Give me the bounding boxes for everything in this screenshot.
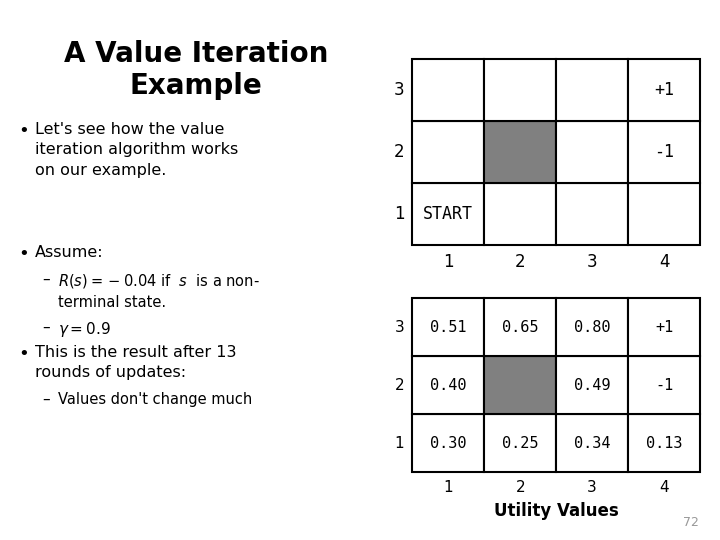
Text: 0.34: 0.34: [574, 435, 611, 450]
Text: Example: Example: [130, 72, 263, 100]
Text: 3: 3: [587, 253, 598, 271]
Bar: [628, 356, 700, 414]
Text: Values don't change much: Values don't change much: [58, 392, 253, 407]
Text: START: START: [423, 205, 473, 223]
Bar: [557, 59, 628, 121]
Text: +1: +1: [655, 320, 673, 334]
Text: •: •: [18, 345, 29, 363]
Text: $R(s) = -0.04$ if  $s$  is a non-
terminal state.: $R(s) = -0.04$ if $s$ is a non- terminal…: [58, 272, 260, 310]
Text: –: –: [42, 272, 50, 287]
Text: Utility Values: Utility Values: [494, 502, 618, 520]
Bar: [413, 121, 485, 183]
Bar: [557, 298, 628, 356]
Text: 0.40: 0.40: [430, 377, 467, 393]
Bar: [413, 59, 485, 121]
Text: 2: 2: [515, 253, 526, 271]
Bar: [628, 414, 700, 472]
Text: •: •: [18, 245, 29, 263]
Text: 2: 2: [516, 480, 525, 495]
Bar: [485, 183, 557, 245]
Bar: [628, 183, 700, 245]
Text: •: •: [18, 122, 29, 140]
Text: 3: 3: [395, 320, 405, 334]
Bar: [485, 298, 557, 356]
Text: +1: +1: [654, 81, 674, 99]
Bar: [628, 121, 700, 183]
Text: 1: 1: [444, 480, 453, 495]
Bar: [557, 121, 628, 183]
Text: Assume:: Assume:: [35, 245, 104, 260]
Text: -1: -1: [655, 377, 673, 393]
Bar: [413, 183, 485, 245]
Text: 1: 1: [395, 435, 405, 450]
Text: 0.13: 0.13: [646, 435, 683, 450]
Text: $\gamma = 0.9$: $\gamma = 0.9$: [58, 320, 112, 339]
Text: Let's see how the value
iteration algorithm works
on our example.: Let's see how the value iteration algori…: [35, 122, 238, 178]
Text: -1: -1: [654, 143, 674, 161]
Text: 3: 3: [394, 81, 405, 99]
Bar: [485, 121, 557, 183]
Text: 0.30: 0.30: [430, 435, 467, 450]
Text: 4: 4: [660, 480, 669, 495]
Bar: [413, 356, 485, 414]
Text: 0.80: 0.80: [574, 320, 611, 334]
Text: –: –: [42, 392, 50, 407]
Text: 1: 1: [394, 205, 405, 223]
Text: 0.25: 0.25: [502, 435, 539, 450]
Text: 3: 3: [588, 480, 597, 495]
Bar: [628, 298, 700, 356]
Text: 1: 1: [443, 253, 454, 271]
Text: 0.49: 0.49: [574, 377, 611, 393]
Text: 0.51: 0.51: [430, 320, 467, 334]
Bar: [485, 59, 557, 121]
Bar: [557, 414, 628, 472]
Text: 4: 4: [659, 253, 670, 271]
Bar: [485, 414, 557, 472]
Bar: [485, 356, 557, 414]
Text: This is the result after 13
rounds of updates:: This is the result after 13 rounds of up…: [35, 345, 237, 380]
Bar: [413, 414, 485, 472]
Text: 2: 2: [395, 377, 405, 393]
Text: 0.65: 0.65: [502, 320, 539, 334]
Bar: [413, 298, 485, 356]
Bar: [557, 356, 628, 414]
Text: –: –: [42, 320, 50, 335]
Bar: [628, 59, 700, 121]
Bar: [557, 183, 628, 245]
Text: 72: 72: [683, 516, 698, 529]
Text: A Value Iteration: A Value Iteration: [64, 40, 328, 68]
Text: 2: 2: [394, 143, 405, 161]
